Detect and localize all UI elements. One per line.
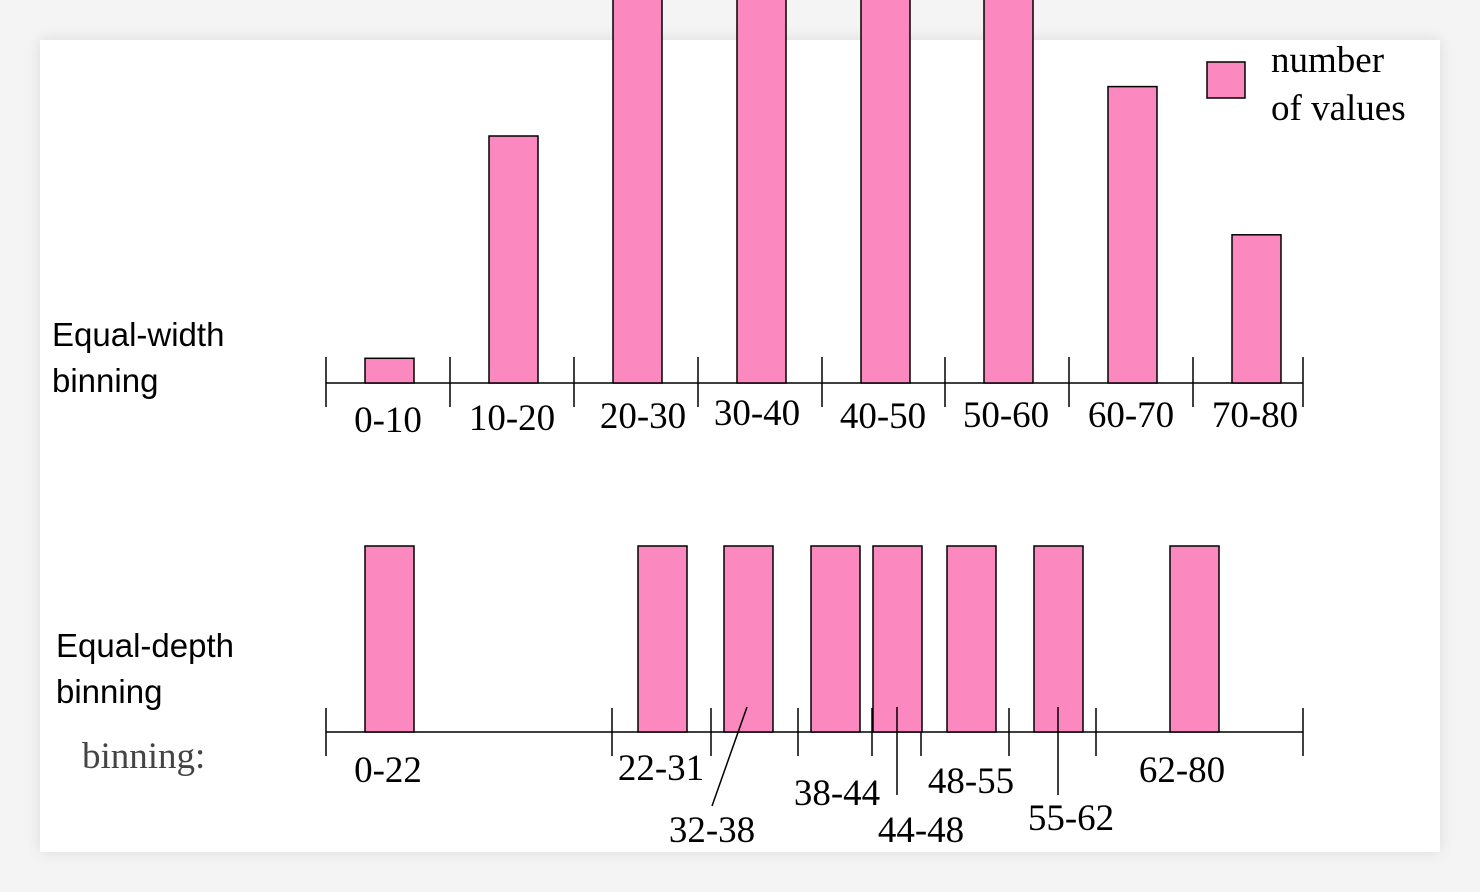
- equal-depth-bar-62-80: [1169, 545, 1220, 733]
- equal-width-bar-20-30: [612, 0, 663, 384]
- equal-depth-bar-55-62: [1033, 545, 1084, 733]
- equal-depth-tick-label-32-38: 32-38: [669, 810, 755, 851]
- equal-depth-bar-22-31: [637, 545, 688, 733]
- equal-width-bar-30-40: [736, 0, 787, 384]
- equal-width-tick-label-30-40: 30-40: [714, 393, 800, 434]
- equal-width-title-line1: Equal-width: [52, 316, 224, 353]
- equal-width-bar-60-70: [1107, 85, 1158, 384]
- equal-depth-title-line1: Equal-depth: [56, 627, 234, 664]
- equal-width-tick-label-70-80: 70-80: [1212, 395, 1298, 436]
- equal-width-tick-label-0-10: 0-10: [354, 400, 422, 441]
- equal-depth-tick-label-22-31: 22-31: [618, 748, 704, 789]
- equal-width-bar-70-80: [1231, 234, 1282, 384]
- equal-depth-tick-label-48-55: 48-55: [928, 761, 1014, 802]
- equal-width-tick-label-60-70: 60-70: [1088, 395, 1174, 436]
- equal-depth-bar-32-38: [723, 545, 774, 733]
- equal-depth-bar-48-55: [946, 545, 997, 733]
- equal-width-histogram: 0-10 10-20 20-30 30-40 40-50 50-60 60-70 70-80: [325, 0, 1304, 441]
- equal-depth-tick-label-62-80: 62-80: [1139, 750, 1225, 791]
- binning-caption: binning:: [82, 736, 205, 777]
- equal-depth-bar-44-48: [872, 545, 923, 733]
- equal-width-tick-label-50-60: 50-60: [963, 395, 1049, 436]
- equal-width-bar-50-60: [983, 0, 1034, 384]
- equal-width-bar-40-50: [860, 0, 911, 384]
- equal-depth-bar-0-22: [364, 545, 415, 733]
- equal-width-tick-label-10-20: 10-20: [469, 398, 555, 439]
- legend-swatch-icon: [1206, 61, 1246, 99]
- equal-depth-tick-label-44-48: 44-48: [878, 810, 964, 851]
- equal-depth-tick-label-38-44: 38-44: [794, 773, 880, 814]
- equal-width-bar-0-10: [364, 357, 415, 384]
- equal-width-tick-label-20-30: 20-30: [600, 396, 686, 437]
- equal-depth-tick-label-55-62: 55-62: [1028, 798, 1114, 839]
- equal-depth-bar-38-44: [810, 545, 861, 733]
- leader-line-32-38: [711, 706, 748, 807]
- equal-depth-title-line2: binning: [56, 673, 162, 710]
- equal-width-bar-10-20: [488, 135, 539, 384]
- equal-width-tick-label-40-50: 40-50: [840, 396, 926, 437]
- legend-label-line1: number: [1271, 40, 1384, 81]
- legend-label-line2: of values: [1271, 88, 1406, 129]
- equal-width-title-line2: binning: [52, 362, 158, 399]
- equal-depth-tick-label-0-22: 0-22: [354, 750, 422, 791]
- legend: number of values: [1206, 40, 1406, 129]
